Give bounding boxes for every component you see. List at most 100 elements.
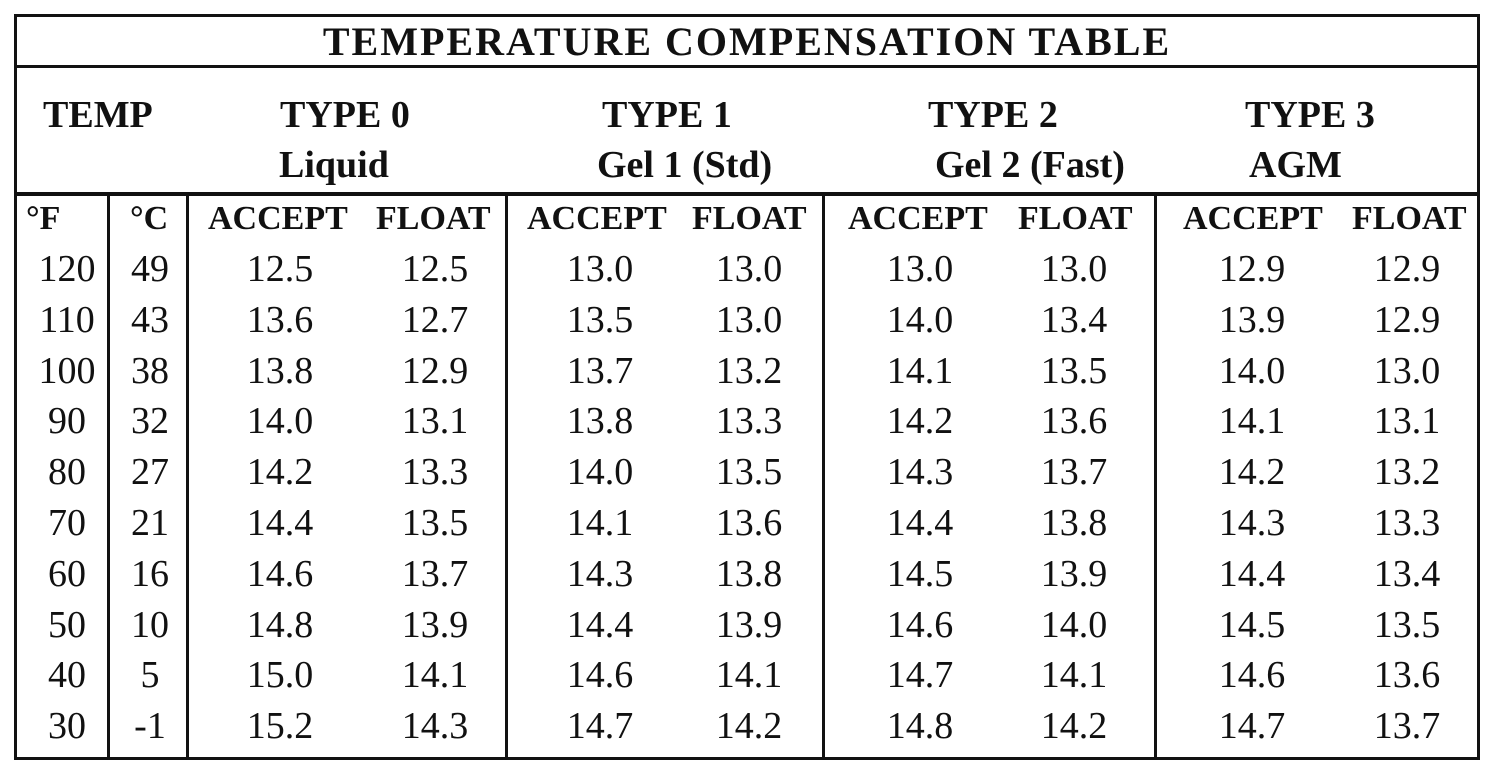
value-cell: 13.5 (401, 501, 469, 544)
value-cell: 13.3 (401, 451, 469, 494)
title-row: TEMPERATURE COMPENSATION TABLE (17, 17, 1477, 68)
value-cell: 12.9 (1218, 248, 1286, 290)
divider-type0-type1 (505, 194, 508, 760)
value-cell: 14.4 (1218, 552, 1286, 595)
value-cell: 14.1 (886, 349, 954, 392)
value-cell: 14.0 (246, 400, 314, 443)
fahrenheit-header: °F (26, 200, 61, 237)
type0-header: TYPE 0 (280, 94, 410, 136)
value-cell: 14.1 (1218, 400, 1286, 443)
table-row: 90 32 14.0 13.1 13.8 13.3 14.2 13.6 14.1… (17, 396, 1477, 447)
value-cell: 13.0 (715, 298, 783, 341)
celsius-header: °C (130, 200, 169, 237)
value-cell: 14.6 (1218, 654, 1286, 697)
value-cell: 13.0 (715, 248, 783, 290)
value-cell: 13.7 (566, 349, 634, 392)
value-cell: 14.2 (1040, 705, 1108, 748)
type0-name: Liquid (279, 144, 389, 186)
fahrenheit-cell: 120 (38, 248, 96, 290)
value-cell: 13.1 (401, 400, 469, 443)
value-cell: 14.3 (566, 552, 634, 595)
value-cell: 13.0 (566, 248, 634, 290)
value-cell: 13.3 (1373, 501, 1441, 544)
table-row: 40 5 15.0 14.1 14.6 14.1 14.7 14.1 14.6 … (17, 650, 1477, 701)
value-cell: 13.0 (1373, 349, 1441, 392)
table-row: 110 43 13.6 12.7 13.5 13.0 14.0 13.4 13.… (17, 295, 1477, 346)
value-cell: 14.7 (1218, 705, 1286, 748)
value-cell: 13.9 (401, 603, 469, 646)
value-cell: 13.6 (715, 501, 783, 544)
celsius-cell: 16 (131, 552, 169, 595)
value-cell: 12.7 (401, 298, 469, 341)
type3-name: AGM (1249, 144, 1342, 186)
value-cell: 14.1 (401, 654, 469, 697)
value-cell: 14.2 (246, 451, 314, 494)
table-row: 30 -1 15.2 14.3 14.7 14.2 14.8 14.2 14.7… (17, 701, 1477, 752)
value-cell: 12.9 (1373, 298, 1441, 341)
type0-accept-header: ACCEPT (208, 200, 348, 237)
value-cell: 13.8 (1040, 501, 1108, 544)
fahrenheit-cell: 100 (38, 349, 96, 392)
fahrenheit-cell: 40 (48, 654, 86, 697)
value-cell: 13.6 (246, 298, 314, 341)
value-cell: 13.3 (715, 400, 783, 443)
value-cell: 13.6 (1040, 400, 1108, 443)
celsius-cell: 38 (131, 349, 169, 392)
value-cell: 13.9 (715, 603, 783, 646)
value-cell: 14.6 (566, 654, 634, 697)
type2-accept-header: ACCEPT (848, 200, 988, 237)
type1-accept-header: ACCEPT (527, 200, 667, 237)
table-frame (14, 14, 1480, 760)
value-cell: 14.5 (886, 552, 954, 595)
value-cell: 15.2 (246, 705, 314, 748)
type1-float-header: FLOAT (692, 200, 807, 237)
value-cell: 14.6 (886, 603, 954, 646)
type1-name: Gel 1 (Std) (597, 144, 773, 186)
value-cell: 12.9 (1373, 248, 1441, 290)
value-cell: 13.1 (1373, 400, 1441, 443)
fahrenheit-cell: 110 (39, 298, 95, 341)
value-cell: 13.2 (715, 349, 783, 392)
value-cell: 14.0 (886, 298, 954, 341)
fahrenheit-cell: 30 (48, 705, 86, 748)
fahrenheit-cell: 80 (48, 451, 86, 494)
value-cell: 15.0 (246, 654, 314, 697)
value-cell: 12.9 (401, 349, 469, 392)
celsius-cell: 27 (131, 451, 169, 494)
value-cell: 13.7 (1373, 705, 1441, 748)
fahrenheit-cell: 90 (48, 400, 86, 443)
value-cell: 13.5 (715, 451, 783, 494)
celsius-cell: 5 (140, 654, 160, 697)
value-cell: 14.2 (715, 705, 783, 748)
value-cell: 14.3 (886, 451, 954, 494)
value-cell: 13.5 (1040, 349, 1108, 392)
table-row: 60 16 14.6 13.7 14.3 13.8 14.5 13.9 14.4… (17, 549, 1477, 600)
value-cell: 13.4 (1040, 298, 1108, 341)
value-cell: 13.8 (715, 552, 783, 595)
type3-accept-header: ACCEPT (1183, 200, 1323, 237)
table-row: 100 38 13.8 12.9 13.7 13.2 14.1 13.5 14.… (17, 346, 1477, 397)
celsius-cell: 43 (131, 298, 169, 341)
fahrenheit-cell: 70 (48, 501, 86, 544)
value-cell: 13.8 (246, 349, 314, 392)
value-cell: 14.7 (566, 705, 634, 748)
value-cell: 14.3 (1218, 501, 1286, 544)
value-cell: 12.5 (246, 248, 314, 290)
type1-header: TYPE 1 (602, 94, 732, 136)
fahrenheit-cell: 60 (48, 552, 86, 595)
celsius-cell: 32 (131, 400, 169, 443)
celsius-cell: 10 (131, 603, 169, 646)
table-header: TEMP TYPE 0 Liquid TYPE 1 Gel 1 (Std) TY… (17, 68, 1477, 196)
value-cell: 14.4 (886, 501, 954, 544)
table-row: 70 21 14.4 13.5 14.1 13.6 14.4 13.8 14.3… (17, 498, 1477, 549)
value-cell: 13.5 (566, 298, 634, 341)
type2-name: Gel 2 (Fast) (935, 144, 1125, 186)
value-cell: 14.5 (1218, 603, 1286, 646)
value-cell: 14.8 (886, 705, 954, 748)
value-cell: 14.0 (1218, 349, 1286, 392)
type3-header: TYPE 3 (1245, 94, 1375, 136)
divider-type2-type3 (1154, 194, 1157, 760)
type0-float-header: FLOAT (376, 200, 491, 237)
divider-type1-type2 (822, 194, 825, 760)
value-cell: 14.1 (715, 654, 783, 697)
